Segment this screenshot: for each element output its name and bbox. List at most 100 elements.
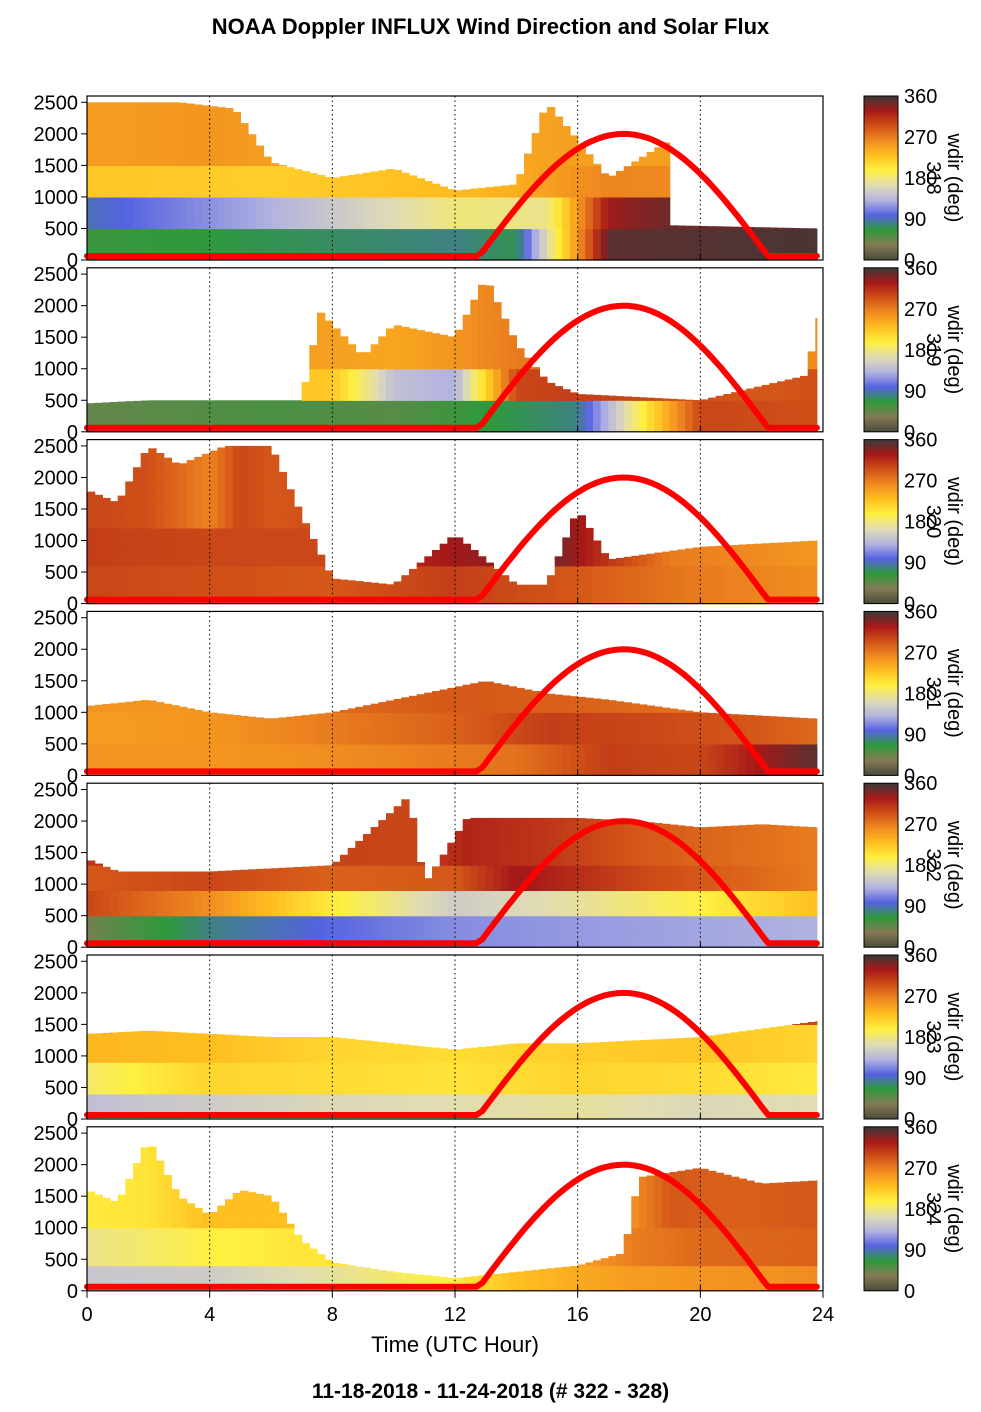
heatmap-cell (424, 222, 433, 230)
heatmap-cell (232, 458, 241, 466)
heatmap (87, 102, 818, 261)
heatmap-cell (209, 184, 218, 192)
y-tick-label: 500 (45, 734, 78, 756)
heatmap-cell (163, 712, 172, 720)
heatmap-cell (110, 869, 119, 873)
heatmap-cell (125, 915, 134, 923)
heatmap-cell (432, 196, 441, 204)
heatmap-cell (723, 565, 732, 573)
heatmap-cell (386, 328, 395, 332)
heatmap-cell (202, 121, 211, 129)
heatmap-cell (110, 915, 119, 923)
heatmap-cell (462, 762, 471, 770)
heatmap-cell (432, 691, 441, 694)
heatmap-cell (171, 203, 180, 211)
heatmap-cell (646, 241, 655, 248)
heatmap-cell (255, 146, 264, 154)
heatmap-cell (501, 196, 510, 204)
heatmap-cell (401, 737, 410, 745)
heatmap-cell (478, 712, 487, 720)
heatmap-cell (140, 483, 149, 491)
heatmap-cell (815, 362, 818, 370)
heatmap-cell (731, 750, 740, 758)
heatmap-cell (639, 190, 648, 198)
heatmap-cell (225, 553, 234, 560)
heatmap-cell (547, 724, 556, 732)
heatmap-cell (646, 762, 655, 770)
heatmap-cell (807, 368, 816, 376)
heatmap-cell (255, 750, 264, 758)
heatmap-cell (217, 565, 226, 573)
heatmap-cell (209, 724, 218, 732)
heatmap-cell (117, 903, 126, 910)
heatmap-cell (94, 718, 103, 726)
heatmap-cell (378, 203, 387, 211)
heatmap-cell (439, 737, 448, 745)
heatmap-cell (432, 387, 441, 395)
heatmap-cell (110, 178, 119, 185)
heatmap-cell (378, 591, 387, 598)
heatmap-cell (654, 565, 663, 573)
heatmap-cell (125, 515, 134, 523)
heatmap-cell (117, 702, 126, 707)
heatmap-cell (485, 299, 494, 307)
heatmap-cell (677, 406, 686, 414)
heatmap-cell (654, 750, 663, 758)
heatmap-cell (140, 915, 149, 923)
heatmap-cell (179, 572, 188, 579)
heatmap-cell (807, 743, 816, 751)
heatmap-cell (248, 565, 257, 573)
heatmap-cell (255, 521, 264, 529)
heatmap-cell (485, 228, 494, 236)
heatmap-cell (271, 565, 280, 573)
heatmap-cell (746, 731, 755, 739)
heatmap-cell (217, 490, 226, 497)
heatmap-cell (593, 769, 602, 776)
heatmap-cell (470, 324, 479, 332)
heatmap-cell (508, 750, 517, 758)
heatmap-cell (616, 584, 625, 592)
heatmap-cell (110, 419, 119, 427)
heatmap-cell (493, 387, 502, 395)
heatmap-cell (646, 247, 655, 255)
heatmap-cell (355, 584, 364, 592)
heatmap-cell (462, 584, 471, 592)
heatmap-cell (623, 215, 632, 223)
heatmap-cell (148, 471, 157, 478)
heatmap-cell (723, 419, 732, 427)
heatmap-cell (217, 121, 226, 129)
heatmap-cell (156, 215, 165, 223)
heatmap-cell (470, 318, 479, 326)
heatmap-cell (378, 419, 387, 427)
heatmap-cell (133, 896, 142, 904)
heatmap-cell (179, 502, 188, 510)
heatmap-cell (723, 253, 732, 261)
heatmap-cell (87, 412, 96, 420)
heatmap-cell (692, 241, 701, 248)
heatmap-cell (179, 146, 188, 154)
heatmap-cell (769, 572, 778, 579)
heatmap-cell (807, 406, 816, 414)
heatmap-cell (179, 152, 188, 160)
heatmap-cell (301, 584, 310, 592)
heatmap-cell (777, 419, 786, 427)
heatmap-cell (110, 540, 119, 548)
heatmap-cell (547, 394, 556, 401)
heatmap-cell (148, 406, 157, 414)
heatmap-cell (301, 527, 310, 535)
heatmap-cell (102, 209, 111, 217)
heatmap-cell (255, 241, 264, 248)
heatmap-cell (646, 578, 655, 586)
heatmap-cell (125, 165, 134, 173)
heatmap-cell (554, 228, 563, 236)
heatmap-cell (209, 591, 218, 598)
heatmap-cell (516, 597, 525, 605)
heatmap-cell (340, 203, 349, 211)
heatmap-cell (700, 591, 709, 598)
heatmap-cell (485, 293, 494, 300)
heatmap-cell (470, 241, 479, 248)
heatmap-cell (593, 565, 602, 573)
heatmap-cell (294, 247, 303, 255)
heatmap-cell (531, 190, 540, 198)
heatmap-cell (263, 215, 272, 223)
